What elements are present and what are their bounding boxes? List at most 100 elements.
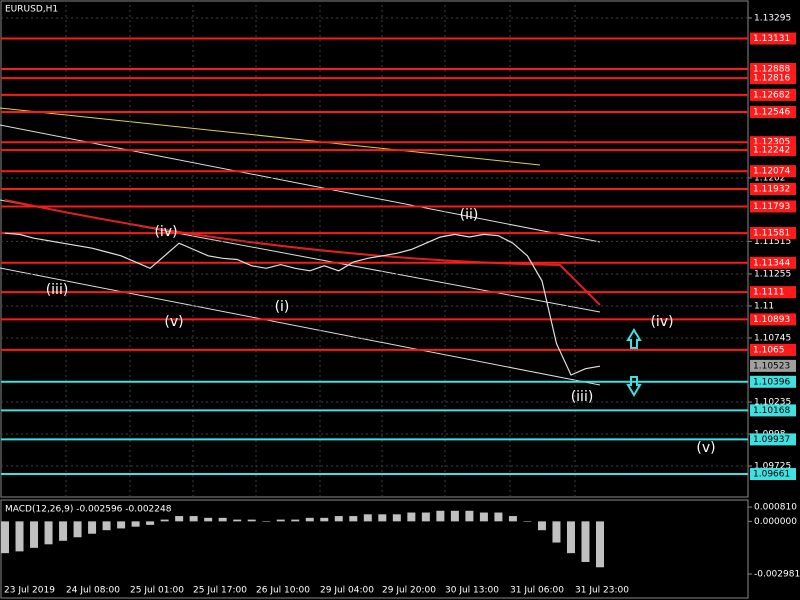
x-tick-label: 23 Jul 2019	[4, 586, 55, 596]
macd-bar	[494, 512, 503, 522]
macd-bar	[88, 521, 97, 534]
macd-bar	[508, 516, 517, 522]
macd-bar	[566, 521, 575, 554]
chart-title: EURUSD,H1	[5, 5, 58, 15]
macd-bar	[1, 521, 9, 554]
level-label-box	[750, 468, 796, 481]
macd-bar	[479, 512, 488, 522]
level-label-box	[750, 144, 796, 157]
macd-y-tick-label: 0.000000	[754, 517, 797, 527]
level-label-box	[750, 286, 796, 299]
x-tick-label: 31 Jul 23:00	[575, 586, 629, 596]
wave-label: (v)	[696, 440, 715, 456]
level-label-box	[750, 105, 796, 118]
macd-bar	[596, 521, 604, 568]
macd-bar	[131, 521, 140, 527]
y-tick-label: 1.11255	[754, 269, 791, 279]
y-tick-label: 1.1202	[754, 173, 786, 183]
level-label: 1.10168	[753, 406, 790, 416]
level-label-box	[750, 227, 796, 240]
level-label-box	[750, 32, 796, 45]
level-label-box	[750, 200, 796, 213]
level-label: 1.12242	[753, 146, 790, 156]
macd-bar	[218, 517, 227, 522]
level-label-box	[750, 256, 796, 269]
macd-bar	[465, 510, 474, 522]
macd-bar	[276, 519, 285, 522]
macd-bar	[233, 519, 242, 522]
macd-bar	[537, 521, 546, 531]
level-label: 1.10396	[753, 377, 790, 387]
wave-label: (iv)	[650, 314, 673, 330]
macd-bar	[262, 521, 271, 522]
macd-bar	[291, 519, 300, 522]
macd-bar	[30, 521, 39, 548]
level-label-box	[750, 404, 796, 417]
macd-bar	[59, 521, 68, 541]
macd-bar	[175, 516, 184, 522]
level-label-box	[750, 375, 796, 388]
macd-title: MACD(12,26,9) -0.002596 -0.002248	[5, 505, 172, 515]
macd-bar	[15, 521, 24, 552]
trend-line	[0, 267, 601, 386]
macd-bar	[334, 516, 343, 522]
y-tick-label: 1.10745	[754, 333, 791, 343]
macd-bar	[247, 519, 256, 522]
level-label: 1.12816	[753, 74, 790, 84]
level-label-box	[750, 63, 796, 76]
macd-bar	[421, 512, 430, 522]
wave-label: (v)	[164, 314, 183, 330]
x-tick-label: 25 Jul 01:00	[130, 586, 184, 596]
macd-bar	[450, 510, 459, 522]
level-label: 1.1111	[753, 288, 785, 298]
macd-bar	[407, 512, 416, 522]
level-label: 1.11344	[753, 258, 790, 268]
macd-bar	[320, 517, 329, 522]
macd-bar	[305, 517, 314, 522]
macd-bar	[523, 521, 532, 522]
price-label: 1.10523	[753, 361, 790, 371]
macd-bar	[349, 516, 358, 522]
level-label: 1.12888	[753, 65, 790, 75]
trend-line	[0, 107, 541, 166]
macd-bar	[146, 521, 155, 525]
macd-bar	[204, 517, 213, 522]
level-label: 1.12546	[753, 107, 790, 117]
wave-label: (iii)	[46, 282, 69, 298]
level-label: 1.12074	[753, 167, 790, 177]
level-label: 1.13131	[753, 34, 790, 44]
level-label-box	[750, 433, 796, 446]
x-tick-label: 24 Jul 08:00	[66, 586, 120, 596]
level-label-box	[750, 72, 796, 85]
macd-bar	[189, 516, 198, 522]
macd-bar	[378, 514, 387, 522]
up-arrow	[626, 328, 642, 349]
price-label-box	[750, 359, 796, 372]
macd-bar	[436, 510, 445, 522]
x-tick-label: 25 Jul 17:00	[193, 586, 247, 596]
level-label: 1.12305	[753, 138, 790, 148]
wave-label: (i)	[275, 299, 290, 315]
macd-bar	[392, 514, 401, 522]
level-label: 1.1065	[753, 345, 785, 355]
level-label: 1.11793	[753, 202, 790, 212]
x-tick-label: 30 Jul 13:00	[445, 586, 499, 596]
x-tick-label: 26 Jul 10:00	[256, 586, 310, 596]
level-label-box	[750, 183, 796, 196]
level-label: 1.09661	[753, 470, 790, 480]
level-label: 1.10893	[753, 315, 790, 325]
macd-bar	[117, 521, 126, 529]
macd-bar	[44, 521, 53, 545]
y-tick-label: 1.09725	[754, 462, 791, 472]
macd-bar	[160, 519, 169, 522]
x-tick-label: 29 Jul 04:00	[320, 586, 374, 596]
macd-bar	[552, 521, 561, 543]
macd-bar	[363, 514, 372, 522]
y-tick-label: 1.11515	[754, 237, 791, 247]
trend-line	[0, 124, 601, 243]
wave-label: (iv)	[154, 224, 177, 240]
level-label-box	[750, 88, 796, 101]
macd-bar	[73, 521, 82, 538]
level-label: 1.12682	[753, 90, 790, 100]
level-label-box	[750, 313, 796, 326]
